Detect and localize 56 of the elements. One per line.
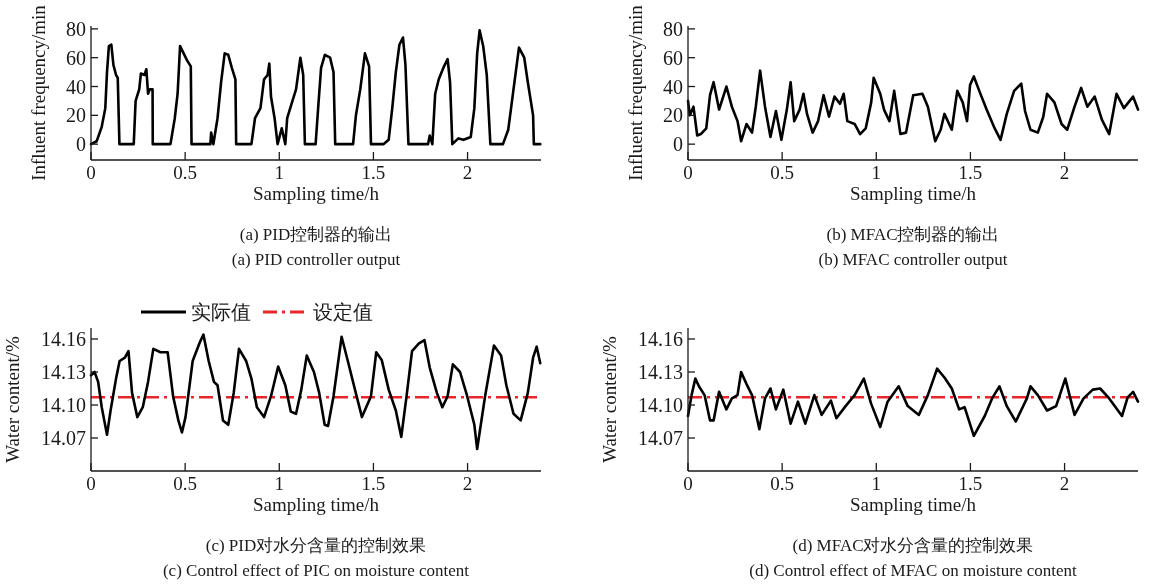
y-axis-title: Influent frequency/min <box>625 4 646 181</box>
x-axis-title: Sampling time/h <box>849 183 977 204</box>
x-tick-label: 1 <box>274 473 285 494</box>
x-tick-label: 0.5 <box>770 162 795 183</box>
line-series <box>89 333 542 451</box>
y-tick-label: 60 <box>66 46 86 69</box>
x-tick-label: 1 <box>274 162 285 183</box>
x-tick-label: 1.5 <box>958 473 983 494</box>
y-tick-label: 0 <box>76 133 86 156</box>
text: (c) Control effect of PIC on moisture content <box>162 561 470 580</box>
x-tick-label: 1.5 <box>958 162 983 183</box>
x-axis-title: Sampling time/h <box>252 494 380 515</box>
text: (d) MFAC对水分含量的控制效果 <box>792 536 1034 555</box>
line-series <box>89 29 542 146</box>
y-tick-label: 14.07 <box>638 427 683 449</box>
x-tick-label: 2 <box>462 162 473 183</box>
line-series <box>686 69 1140 143</box>
y-axis-title: Water content/% <box>2 336 23 463</box>
x-tick-label: 1 <box>871 473 882 494</box>
y-tick-label: 80 <box>66 17 86 40</box>
x-tick-label: 2 <box>462 473 473 494</box>
x-tick-label: 1.5 <box>361 162 386 183</box>
x-tick-label: 0.5 <box>770 473 795 494</box>
x-tick-label: 2 <box>1059 473 1070 494</box>
x-tick-label: 1.5 <box>361 473 386 494</box>
y-tick-label: 60 <box>663 46 683 69</box>
text: (c) PID对水分含量的控制效果 <box>205 536 427 555</box>
y-tick-label: 14.16 <box>638 328 683 350</box>
y-axis-title: Influent frequency/min <box>28 4 49 181</box>
x-tick-label: 1 <box>871 162 882 183</box>
x-axis-title: Sampling time/h <box>252 183 380 204</box>
y-tick-label: 40 <box>66 75 86 98</box>
x-tick-label: 0.5 <box>173 473 198 494</box>
y-tick-label: 14.16 <box>41 328 86 350</box>
y-tick-label: 0 <box>673 133 683 156</box>
y-tick-label: 20 <box>663 104 683 127</box>
legend-label: 实际值 <box>191 301 251 323</box>
y-tick-label: 14.10 <box>41 394 86 416</box>
text: (a) PID控制器的输出 <box>239 225 393 244</box>
text: (b) MFAC控制器的输出 <box>826 225 1000 244</box>
y-tick-label: 14.10 <box>638 394 683 416</box>
text: (a) PID controller output <box>231 250 401 269</box>
text: (b) MFAC controller output <box>818 250 1008 269</box>
text: (d) Control effect of MFAC on moisture content <box>749 561 1078 580</box>
x-tick-label: 2 <box>1059 162 1070 183</box>
y-tick-label: 14.13 <box>638 361 683 383</box>
y-tick-label: 20 <box>66 104 86 127</box>
legend-label: 设定值 <box>313 301 373 323</box>
y-tick-label: 40 <box>663 75 683 98</box>
line-series <box>686 367 1140 438</box>
x-tick-label: 0.5 <box>173 162 198 183</box>
y-axis-title: Water content/% <box>599 336 620 463</box>
y-tick-label: 14.13 <box>41 361 86 383</box>
y-tick-label: 80 <box>663 17 683 40</box>
y-tick-label: 14.07 <box>41 427 86 449</box>
x-axis-title: Sampling time/h <box>849 494 977 515</box>
